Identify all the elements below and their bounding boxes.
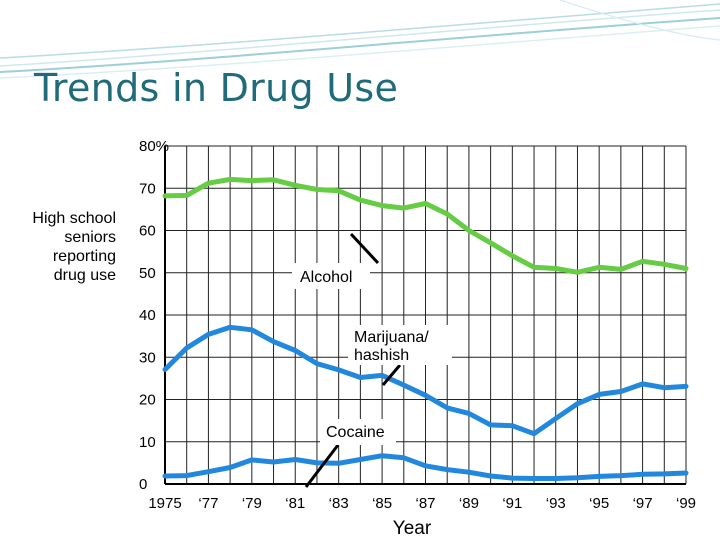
x-axis-label: Year xyxy=(393,518,432,539)
callout-label: Alcohol xyxy=(300,269,352,286)
y-tick-label: 70 xyxy=(139,180,156,197)
callout-pointer xyxy=(304,444,340,488)
series-line xyxy=(162,453,689,481)
y-axis-label-line: drug use xyxy=(53,267,116,284)
x-tick-label: ‘97 xyxy=(633,495,653,512)
y-axis-label-line: High school xyxy=(32,210,116,227)
y-axis-label-line: seniors xyxy=(64,229,116,246)
callout-label: Cocaine xyxy=(326,424,385,441)
callout-label: hashish xyxy=(354,347,409,364)
slide-title: Trends in Drug Use xyxy=(34,66,399,110)
x-tick-label: ‘99 xyxy=(676,495,696,512)
x-tick-label: ‘79 xyxy=(242,495,262,512)
callout-pointer xyxy=(381,364,402,386)
y-tick-label: 10 xyxy=(139,434,156,451)
x-tick-label: ‘91 xyxy=(502,495,522,512)
x-tick-label: 1975 xyxy=(148,495,181,512)
x-tick-label: ‘89 xyxy=(459,495,479,512)
y-tick-label: 20 xyxy=(139,392,156,409)
callout-label: Marijuana/ xyxy=(354,329,429,346)
x-tick-label: ‘77 xyxy=(198,495,218,512)
x-tick-label: ‘95 xyxy=(589,495,609,512)
y-tick-label: 30 xyxy=(139,349,156,366)
series-line xyxy=(162,176,689,275)
y-tick-label: 80% xyxy=(139,138,169,155)
y-tick-label: 0 xyxy=(139,476,147,493)
x-tick-label: ‘93 xyxy=(546,495,566,512)
y-tick-label: 60 xyxy=(139,223,156,240)
callout-box xyxy=(292,263,370,289)
y-tick-label: 40 xyxy=(139,307,156,324)
series-line xyxy=(162,324,689,437)
x-tick-label: ‘85 xyxy=(372,495,392,512)
callout-box xyxy=(348,325,452,365)
x-tick-label: ‘87 xyxy=(415,495,435,512)
decorative-swoosh xyxy=(0,0,720,79)
callout-box xyxy=(320,419,396,445)
y-tick-label: 50 xyxy=(139,265,156,282)
y-axis-label-line: reporting xyxy=(52,248,116,265)
y-axis-label: High school seniors reporting drug use xyxy=(32,209,116,285)
callout-pointer xyxy=(349,232,380,265)
x-tick-label: ‘81 xyxy=(285,495,305,512)
x-tick-label: ‘83 xyxy=(329,495,349,512)
